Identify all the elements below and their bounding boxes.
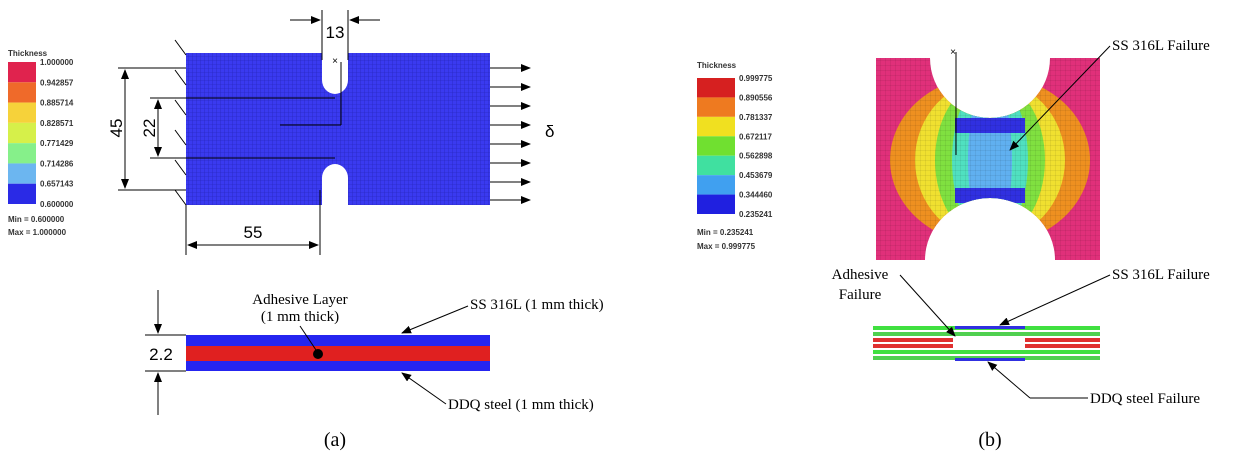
rect: [186, 361, 490, 371]
legend-label: 0.600000: [40, 200, 74, 209]
legend-label: 0.890556: [739, 93, 773, 102]
legend-label: 0.771429: [40, 139, 74, 148]
tab-lines: [175, 40, 186, 205]
legend-title: Thickness: [8, 49, 48, 58]
line: [175, 100, 186, 115]
legend-swatch: [8, 82, 36, 102]
rect: [873, 350, 1100, 354]
figure: Thickness 1.000000 0.942857 0.885714 0.8285…: [0, 0, 1234, 456]
rect: [1025, 344, 1100, 348]
legend-label: 0.562898: [739, 152, 773, 161]
legend-max: Max = 1.000000: [8, 228, 67, 237]
legend-swatch: [8, 184, 36, 204]
legend-swatch: [8, 143, 36, 163]
specimen-b: [876, 58, 1100, 260]
line: [988, 362, 1030, 398]
legend-label: 0.657143: [40, 180, 74, 189]
annotation: SS 316L (1 mm thick): [470, 297, 604, 313]
dim-height: 45: [107, 119, 126, 138]
legend-swatch: [8, 163, 36, 183]
caption: (b): [978, 429, 1001, 451]
rect: [186, 335, 490, 346]
annotation: Adhesive Layer: [252, 292, 347, 308]
circle: [313, 349, 323, 359]
annotation: DDQ steel (1 mm thick): [448, 397, 594, 413]
rect: [1025, 338, 1100, 342]
rect: [873, 332, 1100, 336]
legend-label: 0.999775: [739, 74, 773, 83]
line: [1000, 275, 1110, 325]
dim-gauge: 22: [140, 119, 159, 138]
annotation: DDQ steel Failure: [1090, 391, 1200, 407]
rect: [186, 346, 490, 361]
line: [175, 70, 186, 85]
legend-b: Thickness 0.999775 0.890556 0.781337 0.6721…: [697, 61, 773, 251]
mesh: [186, 53, 490, 205]
g: 1.000000 0.942857 0.885714 0.828571 0.771429…: [8, 58, 74, 209]
legend-swatch: [697, 175, 735, 194]
rect: [955, 358, 1025, 361]
legend-swatch: [697, 195, 735, 214]
legend-label: 0.828571: [40, 119, 74, 128]
legend-label: 0.885714: [40, 99, 74, 108]
legend-swatch: [697, 136, 735, 155]
legend-label: 0.235241: [739, 210, 773, 219]
annotation: SS 316L Failure: [1112, 38, 1210, 54]
legend-min: Min = 0.235241: [697, 228, 754, 237]
line: [175, 130, 186, 145]
load-symbol: δ: [545, 122, 554, 141]
text: ×: [950, 47, 956, 58]
legend-min: Min = 0.600000: [8, 215, 65, 224]
g: 0.999775 0.890556 0.781337 0.672117 0.562898…: [697, 74, 773, 219]
annotation: Failure: [839, 287, 882, 303]
legend-swatch: [697, 117, 735, 136]
legend-label: 0.781337: [739, 113, 773, 122]
line: [402, 306, 468, 333]
laminate-b: [873, 326, 1100, 361]
load-arrows: [490, 68, 530, 200]
rect: [873, 338, 953, 342]
annotation: (1 mm thick): [261, 309, 339, 325]
dim-length: 55: [244, 223, 263, 242]
rect: [955, 326, 1025, 329]
legend-swatch: [697, 97, 735, 116]
legend-label: 0.714286: [40, 159, 74, 168]
legend-max: Max = 0.999775: [697, 242, 756, 251]
annotation: SS 316L Failure: [1112, 267, 1210, 283]
node-marker: ×: [332, 56, 338, 67]
dim-thickness: 2.2: [149, 345, 173, 364]
line: [175, 190, 186, 205]
legend-swatch: [8, 62, 36, 82]
rect: [873, 344, 953, 348]
legend-swatch: [697, 78, 735, 97]
caption: (a): [324, 429, 346, 451]
line: [402, 373, 446, 404]
legend-swatch: [8, 103, 36, 123]
line: [175, 40, 186, 55]
legend-label: 1.000000: [40, 58, 74, 67]
legend-label: 0.942857: [40, 78, 74, 87]
specimen-a: × δ 13 45 22 55: [107, 10, 554, 255]
laminate-a: 2.2 Adhesive Layer (1 mm thick) SS 316L …: [139, 290, 604, 415]
legend-swatch: [697, 156, 735, 175]
annotation: Adhesive: [832, 267, 889, 283]
legend-label: 0.453679: [739, 171, 773, 180]
rect: [876, 58, 1100, 260]
legend-swatch: [8, 123, 36, 143]
legend-a: Thickness 1.000000 0.942857 0.885714 0.8285…: [8, 49, 74, 237]
dim-notch: 13: [326, 23, 345, 42]
legend-label: 0.672117: [739, 132, 772, 141]
legend-title: Thickness: [697, 61, 737, 70]
legend-label: 0.344460: [739, 191, 773, 200]
line: [175, 160, 186, 175]
